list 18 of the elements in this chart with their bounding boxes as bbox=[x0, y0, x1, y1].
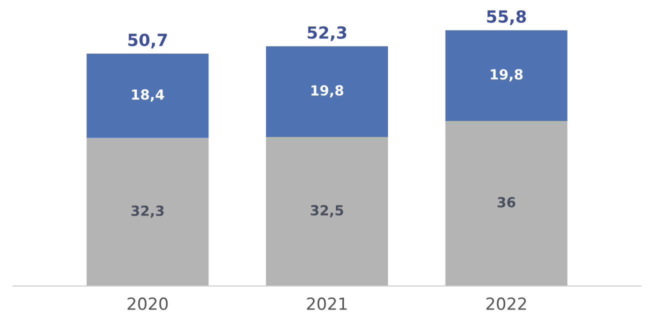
x-tick-label: 2020 bbox=[128, 297, 168, 310]
data-label: 36 bbox=[498, 197, 516, 208]
x-tick-label: 2022 bbox=[486, 297, 526, 310]
total-label: 52,3 bbox=[308, 26, 346, 41]
data-label: 19,8 bbox=[490, 69, 523, 82]
bar bbox=[266, 137, 388, 286]
x-tick-label: 2021 bbox=[307, 297, 347, 310]
data-label: 32,3 bbox=[131, 205, 164, 218]
total-label: 50,7 bbox=[128, 34, 167, 48]
data-label: 32,5 bbox=[310, 205, 344, 218]
bar bbox=[266, 46, 388, 138]
total-label: 55,8 bbox=[487, 10, 526, 25]
data-label: 19,8 bbox=[311, 85, 344, 98]
bar bbox=[445, 120, 568, 286]
bar bbox=[86, 54, 209, 138]
data-label: 18,4 bbox=[132, 89, 164, 102]
bar bbox=[86, 138, 209, 286]
bar bbox=[445, 30, 568, 121]
